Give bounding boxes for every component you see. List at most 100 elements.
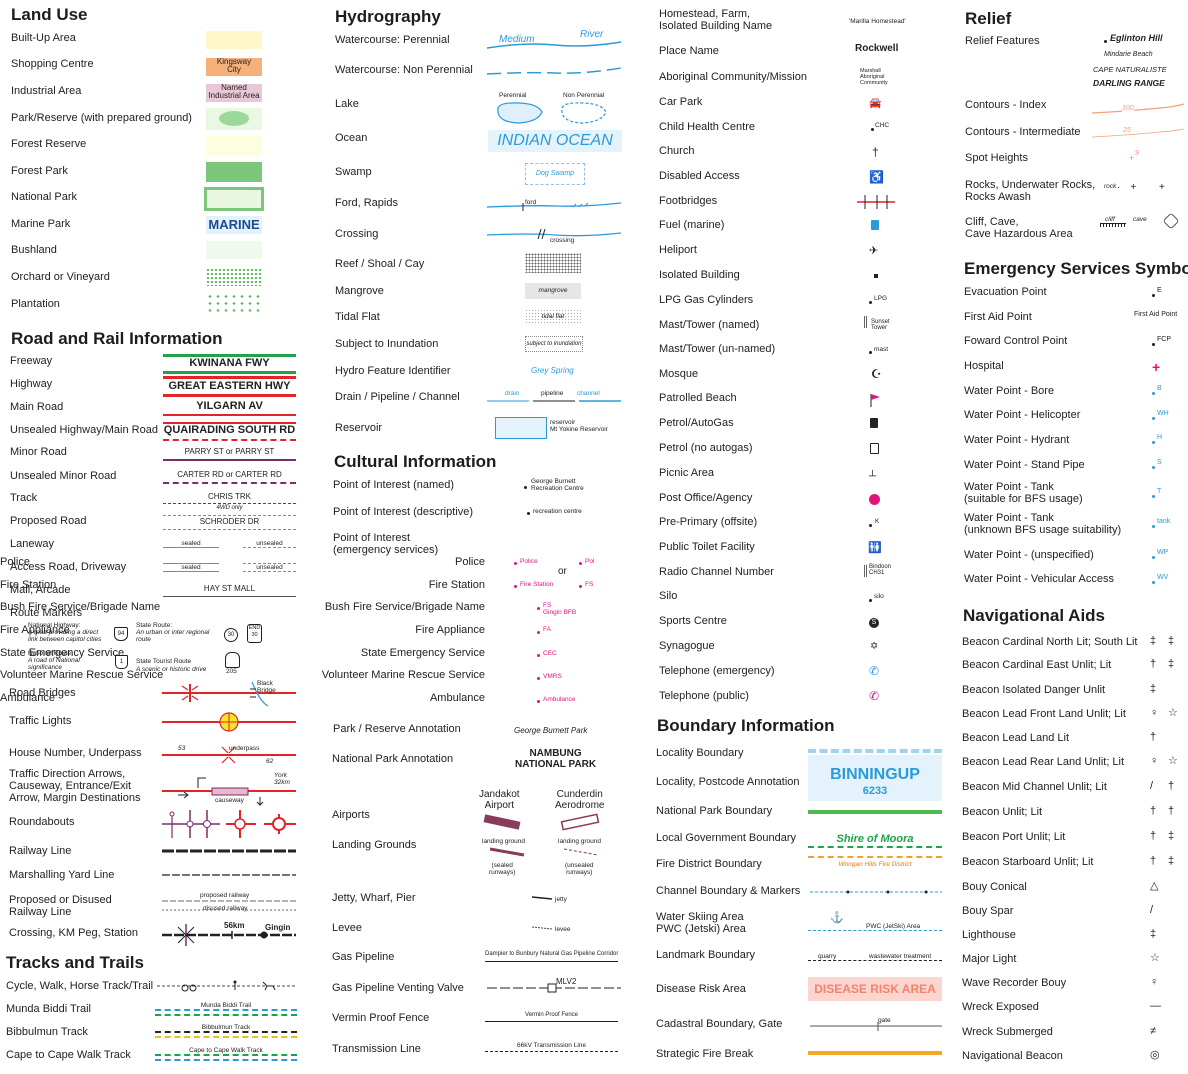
pl-label-11: LPG Gas Cylinders [659, 294, 754, 306]
telephone-public-icon: ✆ [869, 689, 880, 703]
tourist-route-num: 205 [226, 668, 237, 675]
lu-label-5: Forest Park [11, 165, 68, 177]
underpass-label: underpass [229, 745, 260, 752]
na-label-8: Beacon Port Unlit; Lit [962, 831, 1066, 843]
emergency-sym-4: B [1157, 385, 1162, 392]
built-up-area-swatch [206, 31, 262, 49]
bushland-swatch [206, 241, 262, 259]
relief-cape: CAPE NATURALISTE [1093, 65, 1167, 74]
cadastral-gate-symbol [810, 1022, 942, 1031]
cu-label-2: Point of Interest (emergency services) [333, 532, 439, 556]
isolated-building-icon [874, 274, 878, 278]
rock-label: rock [1104, 183, 1117, 190]
nav-aid-icon-3: ♀ [1150, 707, 1159, 719]
house-number-underpass-symbol [162, 746, 296, 764]
national-park-boundary-symbol [808, 810, 942, 814]
reservoir-label: reservoir Mt Yokine Reservoir [550, 419, 608, 433]
cu-label-19: Transmission Line [332, 1043, 421, 1055]
sports-centre-icon: S [869, 618, 879, 628]
pol-dot [579, 562, 582, 565]
na-label-11: Bouy Spar [962, 905, 1014, 917]
lake-non-perennial-label: Non Perennial [563, 92, 605, 99]
tt-label-2: Bibbulmun Track [6, 1026, 88, 1038]
fuel-marine-icon [871, 220, 879, 230]
rr-label-4: Minor Road [10, 446, 67, 458]
bo-label-1: Locality, Postcode Annotation [656, 776, 800, 788]
landing-ground-unsealed-label: landing ground [558, 838, 602, 845]
emergency-dot-11 [1152, 581, 1155, 584]
channel-boundary-symbol [810, 890, 942, 894]
ford-label: ford [525, 199, 537, 206]
locality-annotation-box: BINNINGUP 6233 [808, 755, 942, 801]
airports-symbol [483, 813, 600, 831]
pl-label-14: Mosque [659, 368, 699, 380]
fa-sym-label: FA [543, 626, 551, 633]
pl-label-15: Patrolled Beach [659, 392, 737, 404]
laneway-symbol: sealed unsealed [163, 540, 296, 550]
nav-aid-icon-6: / [1150, 780, 1154, 792]
national-park-annotation-label: NAMBUNG NATIONAL PARK [515, 748, 597, 770]
bo-label-8: Disease Risk Area [656, 983, 746, 995]
cu-label-8: Volunteer Marine Rescue Service [0, 669, 164, 681]
inundation-symbol: subject to inundation [525, 336, 583, 352]
cu-label-6: Fire Appliance [0, 624, 70, 636]
nav-aid-icon-lit-0: ‡ [1168, 635, 1175, 647]
nav-aid-icon-10: △ [1150, 880, 1159, 892]
na-label-14: Wave Recorder Bouy [962, 977, 1067, 989]
contour-intermediate-symbol [1091, 128, 1185, 138]
em-label-9: Water Point - Tank (unknown BFS usage su… [964, 512, 1122, 536]
rock-icons: ·+ + [1117, 182, 1175, 193]
emergency-sym-10: WP [1157, 549, 1169, 556]
relief-eglinton: Eglinton Hill [1110, 33, 1163, 43]
drain-pipeline-channel-symbol [487, 400, 621, 402]
emergency-heading: Emergency Services Symbols [964, 259, 1188, 278]
lu-label-7: Marine Park [11, 218, 71, 230]
emergency-dot-2 [1152, 343, 1155, 346]
local-government-boundary-symbol: Shire of Moora [808, 832, 942, 848]
rr-label-7: Proposed Road [10, 515, 87, 527]
chc-dot [871, 128, 874, 131]
main-road-symbol: YILGARN AV [163, 400, 296, 416]
access-road-symbol: sealed unsealed [163, 563, 296, 575]
hy-label-7: Reef / Shoal / Cay [335, 258, 425, 270]
traffic-lights-symbol [162, 712, 296, 732]
bo-label-5: Channel Boundary & Markers [656, 885, 801, 897]
bibbulmun-symbol: Bibbulmun Track [155, 1024, 297, 1038]
cu-label-0: Point of Interest (named) [333, 479, 455, 491]
nav-aid-icon-7: † [1150, 805, 1157, 817]
cultural-emergency-label-7: State Emergency Service [360, 647, 485, 659]
em-label-5: Water Point - Helicopter [964, 409, 1081, 421]
nav-aid-icon-lit-8: ‡ [1168, 830, 1175, 842]
na-label-6: Beacon Mid Channel Unlit; Lit [962, 781, 1107, 793]
traffic-direction-symbol [162, 777, 296, 806]
ocean-label: INDIAN OCEAN [488, 130, 622, 152]
pl-label-16: Petrol/AutoGas [659, 417, 734, 429]
cu-label-4: Fire Station [0, 579, 57, 591]
emergency-sym-1: First Aid Point [1134, 311, 1178, 318]
or-label-1: or [558, 566, 567, 577]
station-label: Gingin [265, 923, 291, 932]
gate-label: gate [878, 1017, 891, 1024]
cultural-emergency-label-5: Bush Fire Service/Brigade Name [324, 601, 485, 613]
church-icon: † [872, 145, 879, 159]
cu-label-17: Gas Pipeline Venting Valve [332, 982, 464, 994]
hy-label-5: Ford, Rapids [335, 197, 398, 209]
na-label-0: Beacon Cardinal North Lit; South Lit [962, 636, 1138, 648]
pipeline-label: pipeline [541, 390, 564, 397]
state-route-end-shield-icon: END 30 [247, 624, 262, 643]
sealed-runways-label: (sealed runways) [489, 862, 516, 876]
cu-label-12: Airports [332, 809, 370, 821]
fs-sym-label: FS [585, 581, 594, 588]
shopping-centre-swatch: Kingsway City [206, 58, 262, 76]
cu-label-14: Jetty, Wharf, Pier [332, 892, 416, 904]
nav-aid-icon-2: ‡ [1150, 683, 1157, 695]
rr-label-2: Main Road [10, 401, 64, 413]
ford-rapids-symbol [486, 202, 622, 211]
hospital-icon: + [1152, 359, 1161, 375]
landing-grounds-symbol [489, 847, 599, 857]
tourist-route-shield-icon [225, 652, 240, 668]
lu-label-1: Shopping Centre [11, 58, 94, 70]
cu-label-5: Bush Fire Service/Brigade Name [0, 601, 161, 613]
strategic-fire-break-symbol [808, 1051, 942, 1055]
channel-label: channel [577, 390, 600, 397]
